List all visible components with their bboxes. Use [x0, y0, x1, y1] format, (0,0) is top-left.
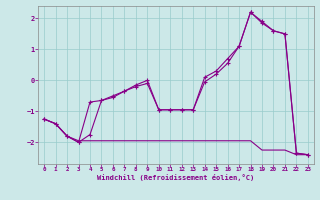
- X-axis label: Windchill (Refroidissement éolien,°C): Windchill (Refroidissement éolien,°C): [97, 174, 255, 181]
